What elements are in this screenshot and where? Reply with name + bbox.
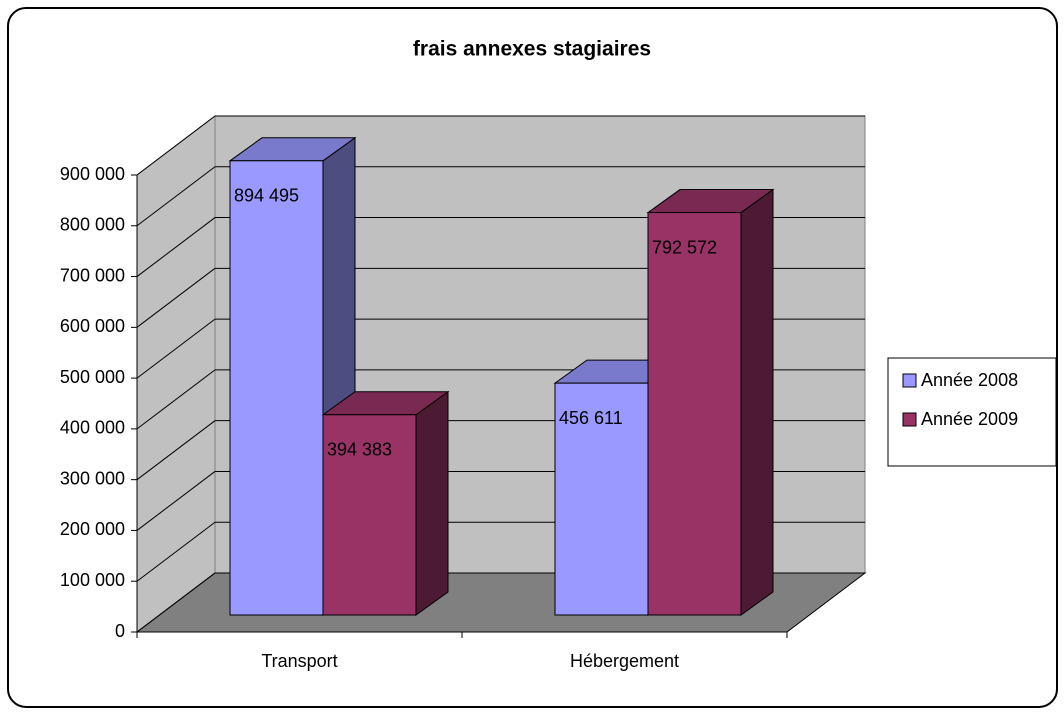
grid-line	[136, 166, 216, 227]
bar	[554, 382, 649, 616]
grid-line	[136, 471, 216, 531]
grid-line	[136, 267, 216, 328]
grid-line	[136, 572, 216, 633]
y-tick-label: 200 000	[60, 519, 125, 539]
y-tick-label: 400 000	[60, 418, 125, 438]
y-tick-label: 700 000	[60, 265, 125, 285]
legend-swatch	[902, 373, 917, 388]
grid-line	[136, 420, 216, 481]
value-label: 792 572	[652, 237, 717, 257]
value-label: 456 611	[559, 408, 623, 428]
y-tick-label: 500 000	[60, 367, 125, 387]
y-tick-label: 100 000	[60, 570, 125, 590]
y-tick-label: 0	[115, 621, 125, 641]
y-tick-label: 600 000	[60, 316, 125, 336]
y-tick-label: 800 000	[60, 215, 125, 235]
y-tick-label: 300 000	[60, 468, 125, 488]
bar-side	[415, 390, 449, 616]
chart-title: frais annexes stagiaires	[413, 38, 651, 61]
bar	[229, 160, 324, 616]
legend-swatch	[902, 412, 917, 427]
value-label: 394 383	[327, 439, 392, 459]
legend-label: Année 2008	[921, 370, 1018, 390]
side-wall	[136, 114, 216, 634]
x-tick-label: Transport	[261, 651, 337, 671]
x-tick-label: Hébergement	[570, 651, 679, 671]
grid-line	[136, 521, 216, 582]
grid-line	[136, 217, 216, 277]
value-label: 894 495	[234, 186, 299, 206]
grid-line	[136, 369, 216, 430]
y-tick-label: 900 000	[60, 164, 125, 184]
legend-label: Année 2009	[921, 409, 1018, 429]
bar	[322, 414, 417, 616]
bar	[647, 212, 742, 616]
grid-line	[136, 318, 216, 379]
grid-line	[136, 115, 216, 176]
bar-side	[740, 188, 774, 616]
